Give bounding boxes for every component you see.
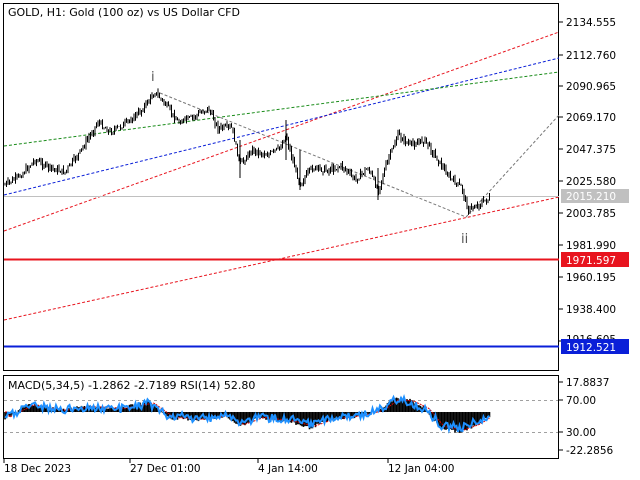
price-tick: 2134.555 xyxy=(566,17,616,29)
time-label: 27 Dec 01:00 xyxy=(130,463,201,475)
price-tick: 2047.375 xyxy=(566,144,616,156)
price-pane-border xyxy=(3,3,559,371)
price-tick: 2003.785 xyxy=(566,208,616,220)
price-tick: 2112.760 xyxy=(566,50,616,62)
wave-label-i: i xyxy=(151,70,155,85)
macd-title: MACD(5,34,5) -1.2862 -2.7189 RSI(14) 52.… xyxy=(8,379,255,392)
blue-level-value: 1912.521 xyxy=(566,342,616,354)
price-tick: 2090.965 xyxy=(566,81,616,93)
red-level-value: 1971.597 xyxy=(566,255,616,267)
wave-label-ii: ii xyxy=(461,232,468,247)
current-price-value: 2015.210 xyxy=(566,191,616,203)
time-label: 18 Dec 2023 xyxy=(4,463,71,475)
wave-projection-line[interactable] xyxy=(159,92,560,218)
current-price-label xyxy=(561,189,629,203)
macd-axis: 17.8837 70.00 30.00 -22.2856 xyxy=(559,377,614,457)
price-tick: 2025.580 xyxy=(566,176,616,188)
trendline-blue[interactable] xyxy=(3,57,560,196)
time-label: 4 Jan 14:00 xyxy=(258,463,318,475)
macd-tick: 17.8837 xyxy=(566,377,609,389)
price-axis: 2134.555 2112.760 2090.965 2069.170 2047… xyxy=(559,17,616,346)
chart-title: GOLD, H1: Gold (100 oz) vs US Dollar CFD xyxy=(8,6,240,19)
time-label: 12 Jan 04:00 xyxy=(388,463,454,475)
trendline-red-upper[interactable] xyxy=(3,31,560,232)
trendline-green[interactable] xyxy=(3,71,560,147)
trend-lines xyxy=(3,31,560,321)
rsi-line xyxy=(4,393,491,434)
macd-tick: 70.00 xyxy=(566,395,596,407)
macd-tick: 30.00 xyxy=(566,427,596,439)
price-tick: 1960.195 xyxy=(566,272,616,284)
blue-level-label[interactable] xyxy=(561,339,629,354)
macd-pane-border xyxy=(3,375,559,459)
red-level-label[interactable] xyxy=(561,252,629,267)
price-tick: 1981.990 xyxy=(566,240,616,252)
macd-tick: -22.2856 xyxy=(566,445,614,457)
price-tick: 2069.170 xyxy=(566,112,616,124)
price-tick: 1938.400 xyxy=(566,304,616,316)
price-series xyxy=(4,88,490,215)
time-axis: 18 Dec 2023 27 Dec 01:00 4 Jan 14:00 12 … xyxy=(3,459,454,475)
